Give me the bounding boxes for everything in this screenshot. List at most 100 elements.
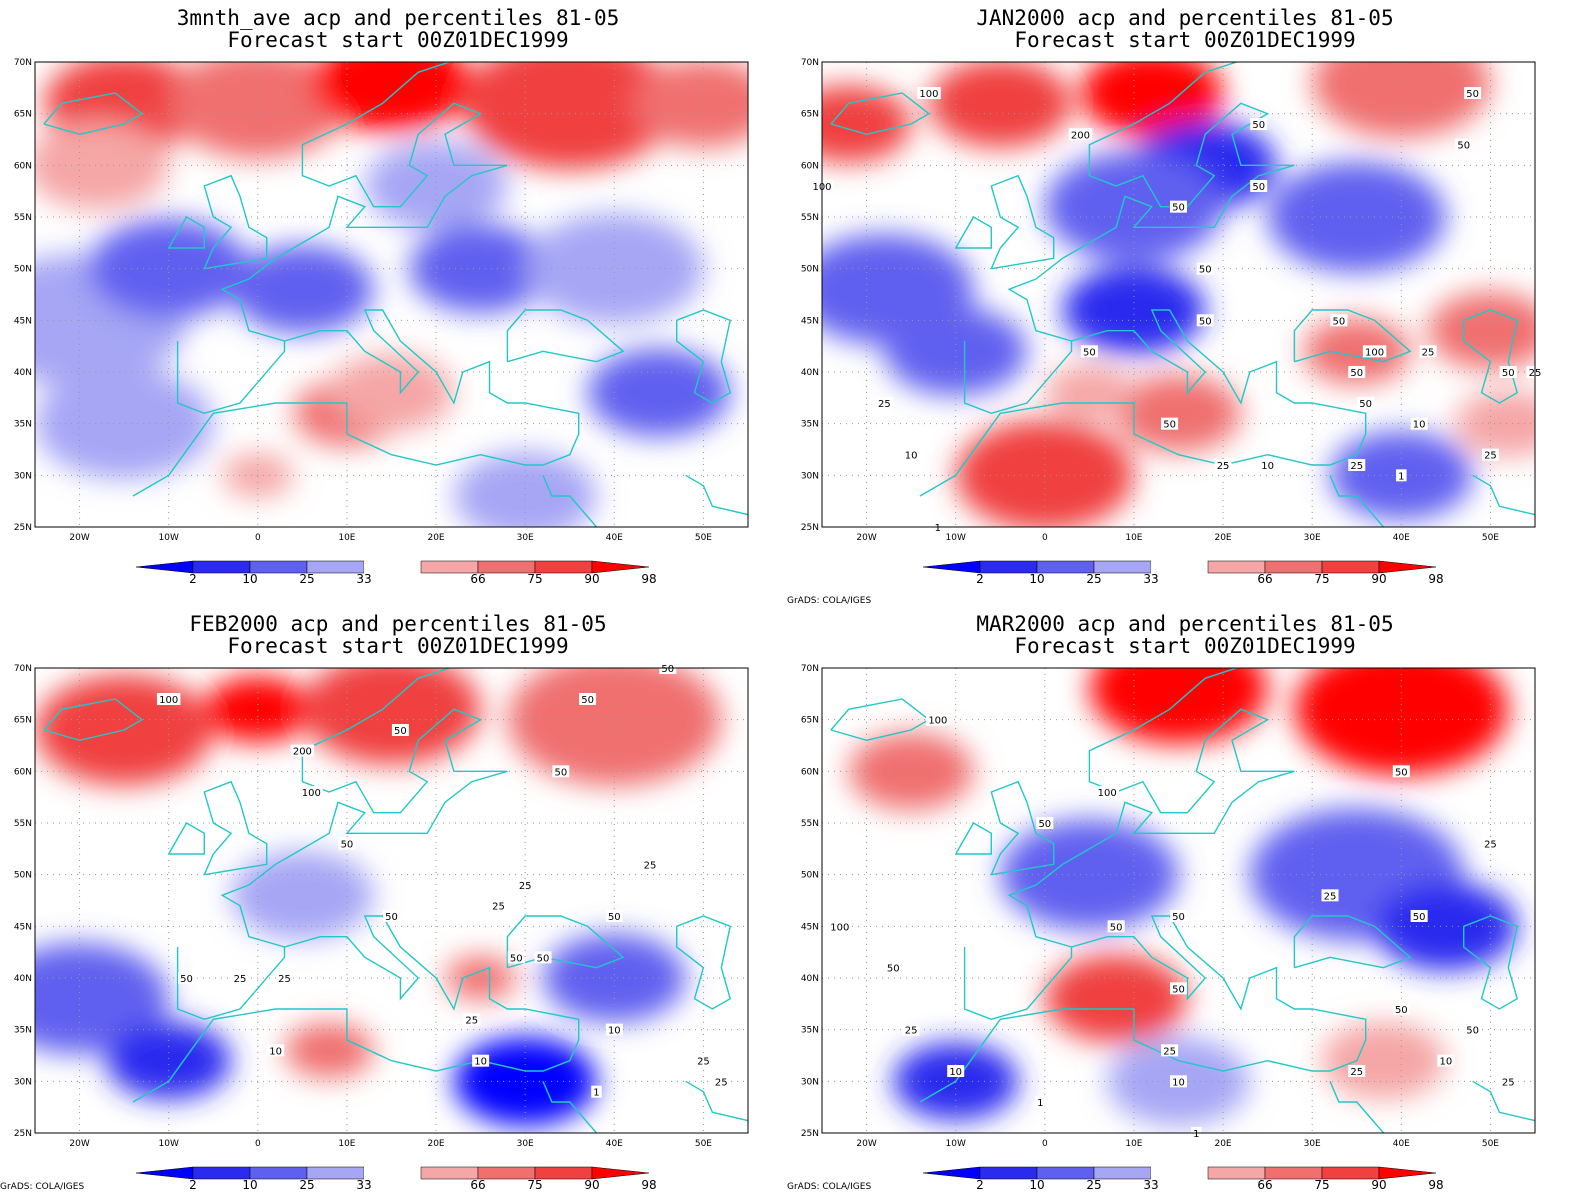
contour-label-bg <box>1035 1096 1046 1108</box>
percentile-field-p98 <box>1080 62 1224 138</box>
contour-label: 200 <box>1071 130 1090 141</box>
contour-label: 25 <box>1484 451 1497 462</box>
y-tick-label: 25N <box>801 1129 819 1139</box>
y-tick-label: 70N <box>801 664 819 674</box>
legend-break-label: 75 <box>527 1178 542 1192</box>
percentile-field-p75 <box>848 732 974 811</box>
coastline <box>132 309 580 497</box>
percentile-field-p10 <box>106 1021 232 1100</box>
percentile-field-p25 <box>587 348 731 437</box>
contour-label: 50 <box>1252 182 1265 193</box>
x-tick-label: 0 <box>255 1139 261 1149</box>
x-tick-label: 0 <box>1042 533 1048 543</box>
coastline <box>506 309 625 363</box>
contour-label-bg <box>947 1065 965 1077</box>
contour-label: 50 <box>1413 912 1426 923</box>
x-tick-label: 40E <box>606 533 623 543</box>
contour-label-bg <box>1095 786 1119 798</box>
percentile-field-p75 <box>1116 374 1241 453</box>
contour-label: 25 <box>644 860 657 871</box>
x-tick-label: 10E <box>1125 533 1142 543</box>
x-tick-label: 10E <box>338 1139 355 1149</box>
contour-label: 25 <box>1422 347 1435 358</box>
contour-label-bg <box>516 879 534 891</box>
coastline <box>676 915 732 1010</box>
contour-label-bg <box>472 1054 490 1067</box>
percentile-field-p98 <box>1089 668 1268 744</box>
contour-label: 1 <box>593 1088 599 1099</box>
legend-break-label: 98 <box>1428 572 1443 586</box>
percentile-field-p75 <box>1303 318 1411 385</box>
contour-label-bg <box>1410 910 1428 922</box>
contour-label: 25 <box>878 399 891 410</box>
chart-title: FEB2000 acp and percentiles 81-05 <box>189 612 607 636</box>
legend-break-label: 75 <box>527 572 542 586</box>
chart-panel-3: FEB2000 acp and percentiles 81-05 Foreca… <box>0 606 788 1198</box>
contour-labels: 100 50 50 50 200 50 100 50 25 25 25 50 50 50 50 50 25 25 2… <box>156 662 730 1099</box>
contour-label-bg <box>1250 180 1268 192</box>
coastline <box>919 309 1367 497</box>
contour-label: 25 <box>1324 891 1337 902</box>
contour-label-bg <box>391 724 409 736</box>
contour-label-bg <box>1170 1075 1187 1088</box>
coastline-layer <box>43 62 748 527</box>
legend-arrow-low <box>922 1166 981 1180</box>
percentile-field-p25 <box>884 307 1027 396</box>
legend-break-label: 66 <box>1257 1178 1272 1192</box>
legend-break-label: 2 <box>976 1178 984 1192</box>
x-tick-label: 20E <box>1214 1139 1231 1149</box>
contour-label-bg <box>1348 1065 1366 1077</box>
coastline <box>168 822 205 855</box>
contour-label-bg <box>1214 459 1232 471</box>
percentile-field-p33 <box>231 851 374 940</box>
y-tick-label: 50N <box>14 871 32 881</box>
contour-label: 50 <box>1110 922 1123 933</box>
y-tick-label: 50N <box>14 265 32 275</box>
x-tick-label: 10W <box>946 1139 966 1149</box>
x-tick-label: 20W <box>69 533 89 543</box>
y-tick-label: 70N <box>14 664 32 674</box>
contour-label-bg <box>507 951 525 964</box>
contour-label: 50 <box>1199 316 1212 327</box>
y-tick-label: 55N <box>14 213 32 223</box>
percentile-field-p10 <box>1062 265 1206 355</box>
y-tick-label: 35N <box>801 420 819 430</box>
contour-label: 1 <box>1037 1098 1043 1109</box>
y-tick-label: 50N <box>801 871 819 881</box>
legend-break-label: 10 <box>1029 1178 1044 1192</box>
coastline <box>1329 1081 1385 1133</box>
coastline <box>955 216 992 249</box>
chart-panel-4: MAR2000 acp and percentiles 81-05 Foreca… <box>787 606 1575 1198</box>
y-tick-label: 30N <box>801 1077 819 1087</box>
legend-arrow-high <box>591 560 650 574</box>
y-tick-label: 65N <box>801 716 819 726</box>
x-tick-label: 10W <box>159 1139 179 1149</box>
x-tick-label: 30E <box>1304 533 1321 543</box>
x-tick-label: 40E <box>606 1139 623 1149</box>
percentile-field-p33 <box>364 141 508 231</box>
percentile-field-p2 <box>453 1037 597 1126</box>
contour-label-bg <box>1080 345 1098 358</box>
coastline <box>1472 474 1535 516</box>
percentile-field-p98 <box>311 62 472 133</box>
contour-label-bg <box>1396 469 1407 482</box>
contour-label-bg <box>1392 765 1410 778</box>
contour-label-bg <box>917 87 941 99</box>
contour-label: 100 <box>928 716 947 727</box>
contour-label: 25 <box>1350 461 1363 472</box>
percentile-field-p75 <box>632 62 748 148</box>
contour-label: 25 <box>715 1077 728 1088</box>
x-tick-label: 20W <box>69 1139 89 1149</box>
contour-label: 50 <box>581 695 594 706</box>
y-tick-label: 25N <box>14 1129 32 1139</box>
contour-label: 50 <box>1172 912 1185 923</box>
contour-label-bg <box>1437 1054 1455 1067</box>
y-tick-label: 30N <box>14 471 32 481</box>
percentile-field-p25 <box>409 224 552 313</box>
y-tick-label: 55N <box>14 819 32 829</box>
y-tick-label: 65N <box>14 716 32 726</box>
y-tick-label: 25N <box>801 523 819 533</box>
x-tick-label: 30E <box>1304 1139 1321 1149</box>
coastline <box>1472 1080 1535 1122</box>
